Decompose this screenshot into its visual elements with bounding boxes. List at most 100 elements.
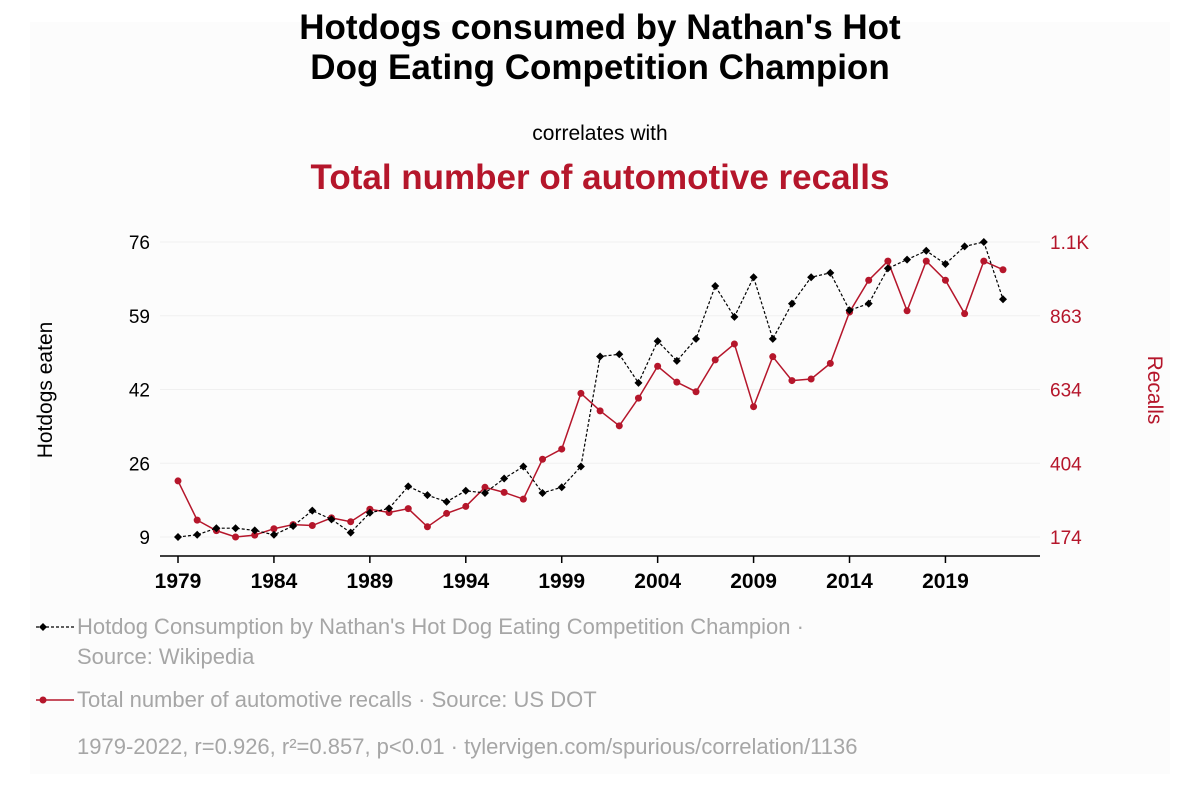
series-hotdogs-point (672, 356, 681, 365)
series-recalls-point (500, 488, 508, 496)
series-hotdogs-point (480, 488, 489, 497)
series-hotdogs-point (404, 482, 413, 491)
series-hotdogs-point (461, 486, 470, 495)
y-right-axis-label: Recalls (1143, 356, 1166, 425)
series-hotdogs-point (250, 526, 259, 535)
series-recalls-point (730, 340, 738, 348)
y-left-tick-label: 26 (129, 454, 150, 475)
chart-subtitle: correlates with (532, 122, 668, 145)
series-hotdogs-point (308, 506, 317, 515)
series-hotdogs-point (423, 491, 432, 500)
series-hotdogs-point (730, 312, 739, 321)
x-tick-label: 1989 (347, 570, 394, 593)
series-recalls-point (673, 378, 681, 386)
series-recalls-point (462, 502, 470, 510)
series-hotdogs-point (576, 462, 585, 471)
series-recalls-point (999, 266, 1007, 274)
series-recalls-point (308, 522, 316, 530)
x-tick-label: 1984 (251, 570, 298, 593)
series-recalls-point (941, 276, 949, 284)
series-hotdogs-point (787, 299, 796, 308)
y-right-tick-label: 174 (1050, 528, 1082, 549)
series-hotdogs-point (346, 528, 355, 537)
series-hotdogs-point (231, 524, 240, 533)
series-recalls-point (481, 483, 489, 491)
series-recalls-point (519, 495, 527, 503)
legend-series2-swatch-marker (39, 696, 47, 704)
y-right-tick-label: 634 (1050, 381, 1082, 402)
series-recalls-point (961, 310, 969, 318)
x-tick-label: 2009 (730, 570, 777, 593)
series-hotdogs-point (385, 504, 394, 513)
legend-series1-label: Hotdog Consumption by Nathan's Hot Dog E… (77, 614, 804, 639)
series-hotdogs-point (692, 334, 701, 343)
x-tick-label: 1979 (155, 570, 202, 593)
chart-title-line2: Dog Eating Competition Champion (310, 48, 890, 87)
series-recalls-point (423, 523, 431, 531)
series-recalls-point (807, 375, 815, 383)
series-hotdogs-point (327, 515, 336, 524)
series-hotdogs-point (864, 299, 873, 308)
y-right-tick-label: 404 (1050, 454, 1082, 475)
x-tick-label: 1999 (538, 570, 585, 593)
x-tick-label: 2014 (826, 570, 873, 593)
series-recalls-point (174, 477, 182, 485)
y-left-tick-label: 9 (139, 528, 150, 549)
series-recalls-point (270, 525, 278, 533)
y-left-axis-label: Hotdogs eaten (34, 322, 57, 459)
series-recalls-point (865, 276, 873, 284)
series-hotdogs-point (653, 337, 662, 346)
series-recalls-point (347, 518, 355, 526)
series-hotdogs-point (615, 350, 624, 359)
series-hotdogs-point (634, 378, 643, 387)
y-left-tick-label: 76 (129, 233, 150, 254)
series-hotdogs-point (826, 268, 835, 277)
series-recalls-point (654, 362, 662, 370)
series-recalls-point (539, 455, 547, 463)
series-hotdogs-point (596, 352, 605, 361)
chart-background (30, 22, 1170, 774)
series-hotdogs-point (711, 282, 720, 291)
series-hotdogs-point (999, 295, 1007, 304)
series-recalls-point (884, 257, 892, 265)
series-hotdogs-point (365, 508, 374, 517)
y-left-tick-label: 42 (129, 381, 150, 402)
series-recalls-point (251, 531, 259, 539)
series-hotdogs-point (922, 246, 931, 255)
series-recalls-point (443, 509, 451, 517)
series-hotdogs-point (941, 260, 950, 269)
y-right-tick-label: 863 (1050, 307, 1082, 328)
series-recalls-point (577, 389, 585, 397)
series-hotdogs-point (557, 483, 566, 492)
series-recalls-point (634, 394, 642, 402)
series-hotdogs-point (768, 334, 777, 343)
y-right-tick-label: 1.1K (1050, 233, 1089, 254)
series-recalls-point (596, 407, 604, 415)
series-hotdogs-line (177, 241, 1004, 538)
series-recalls-point (788, 377, 796, 385)
series-hotdogs-point (442, 497, 451, 506)
series-recalls-point (750, 403, 758, 411)
x-tick-label: 2004 (634, 570, 681, 593)
legend-series1: Hotdog Consumption by Nathan's Hot Dog E… (77, 612, 804, 672)
series-recalls-point (232, 533, 240, 541)
series-hotdogs-point (500, 474, 509, 483)
series-hotdogs-point (538, 488, 547, 497)
x-tick-label: 2019 (922, 570, 969, 593)
legend-series2-label: Total number of automotive recalls · Sou… (77, 687, 597, 712)
series-recalls-point (826, 359, 834, 367)
series-recalls-line (177, 259, 1004, 538)
series-hotdogs-point (903, 255, 912, 264)
series-recalls-point (980, 257, 988, 265)
series-recalls-point (692, 388, 700, 396)
chart-title-line1: Hotdogs consumed by Nathan's Hot (299, 8, 901, 47)
series-hotdogs-point (979, 238, 988, 246)
series-recalls-point (615, 422, 623, 430)
series-recalls-point (404, 505, 412, 513)
series-hotdogs-point (193, 530, 202, 539)
series-hotdogs-point (807, 273, 816, 282)
series-hotdogs-point (212, 524, 221, 533)
series-recalls-point (711, 356, 719, 364)
series-hotdogs-point (883, 264, 892, 273)
